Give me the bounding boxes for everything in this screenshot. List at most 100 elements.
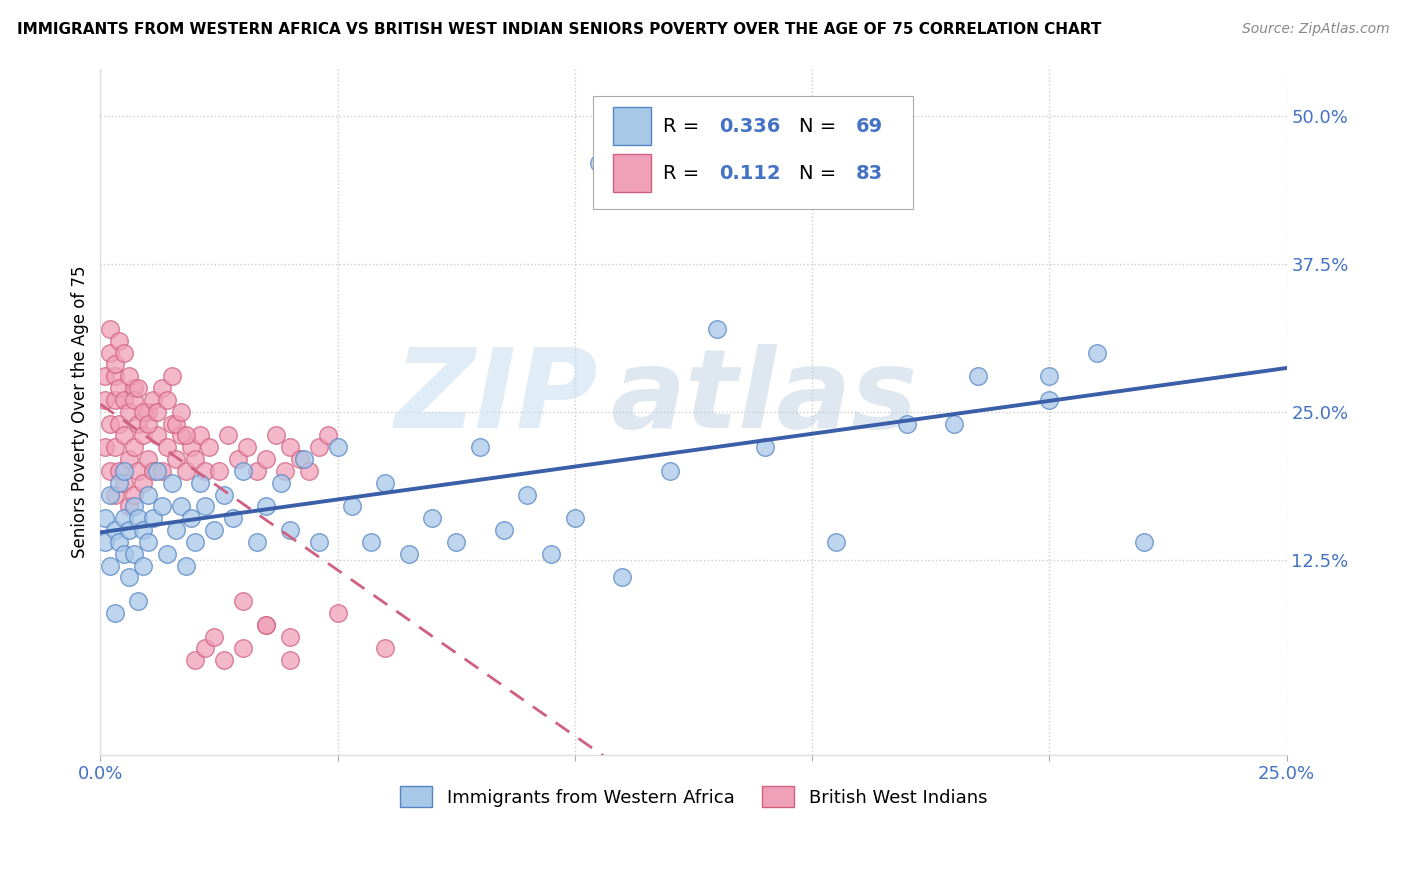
- Point: [122, 381, 145, 395]
- Point: [146, 428, 169, 442]
- Point: [254, 452, 277, 467]
- Point: [212, 487, 235, 501]
- Point: [132, 405, 155, 419]
- Text: 69: 69: [856, 117, 883, 136]
- Point: [174, 464, 197, 478]
- Point: [278, 630, 301, 644]
- Point: [468, 440, 491, 454]
- Point: [108, 534, 131, 549]
- Point: [122, 547, 145, 561]
- Point: [194, 641, 217, 656]
- Point: [98, 345, 121, 359]
- Point: [246, 534, 269, 549]
- Text: N =: N =: [799, 117, 842, 136]
- Legend: Immigrants from Western Africa, British West Indians: Immigrants from Western Africa, British …: [392, 780, 994, 814]
- Point: [170, 428, 193, 442]
- Point: [146, 464, 169, 478]
- Point: [270, 475, 292, 490]
- Point: [165, 523, 187, 537]
- Point: [103, 440, 125, 454]
- Point: [658, 464, 681, 478]
- Point: [232, 594, 254, 608]
- Point: [141, 511, 163, 525]
- Text: Source: ZipAtlas.com: Source: ZipAtlas.com: [1241, 22, 1389, 37]
- Point: [94, 440, 117, 454]
- Point: [1038, 369, 1060, 384]
- Point: [824, 534, 846, 549]
- Point: [112, 511, 135, 525]
- Point: [588, 156, 610, 170]
- Point: [132, 558, 155, 573]
- Point: [188, 475, 211, 490]
- Point: [967, 369, 990, 384]
- Point: [122, 440, 145, 454]
- Point: [1085, 345, 1108, 359]
- Point: [288, 452, 311, 467]
- Point: [118, 369, 141, 384]
- Point: [146, 405, 169, 419]
- Point: [212, 653, 235, 667]
- Point: [94, 534, 117, 549]
- Point: [170, 500, 193, 514]
- Point: [94, 392, 117, 407]
- Point: [98, 487, 121, 501]
- Text: N =: N =: [799, 163, 842, 183]
- Point: [136, 452, 159, 467]
- Point: [103, 369, 125, 384]
- Point: [103, 523, 125, 537]
- Point: [136, 487, 159, 501]
- Point: [156, 547, 179, 561]
- Point: [141, 464, 163, 478]
- Point: [118, 523, 141, 537]
- Point: [540, 547, 562, 561]
- Point: [98, 417, 121, 431]
- Point: [127, 381, 149, 395]
- Point: [298, 464, 321, 478]
- Point: [754, 440, 776, 454]
- Point: [226, 452, 249, 467]
- Point: [292, 452, 315, 467]
- Point: [118, 405, 141, 419]
- Point: [127, 511, 149, 525]
- Point: [118, 570, 141, 584]
- Point: [254, 617, 277, 632]
- Point: [492, 523, 515, 537]
- Point: [118, 500, 141, 514]
- Point: [596, 179, 619, 194]
- Point: [222, 511, 245, 525]
- Point: [132, 428, 155, 442]
- Text: 0.336: 0.336: [720, 117, 780, 136]
- Point: [308, 440, 330, 454]
- Point: [360, 534, 382, 549]
- Text: IMMIGRANTS FROM WESTERN AFRICA VS BRITISH WEST INDIAN SENIORS POVERTY OVER THE A: IMMIGRANTS FROM WESTERN AFRICA VS BRITIS…: [17, 22, 1101, 37]
- Text: R =: R =: [662, 117, 706, 136]
- Point: [422, 511, 444, 525]
- Point: [150, 381, 173, 395]
- Point: [232, 641, 254, 656]
- Point: [108, 464, 131, 478]
- Point: [112, 464, 135, 478]
- Point: [374, 475, 396, 490]
- Point: [516, 487, 538, 501]
- Point: [232, 464, 254, 478]
- Point: [706, 322, 728, 336]
- Point: [112, 345, 135, 359]
- Point: [112, 392, 135, 407]
- Point: [1038, 392, 1060, 407]
- Point: [202, 523, 225, 537]
- Point: [103, 392, 125, 407]
- Point: [103, 357, 125, 371]
- Text: 0.112: 0.112: [720, 163, 782, 183]
- Point: [108, 334, 131, 348]
- Point: [156, 440, 179, 454]
- Point: [94, 511, 117, 525]
- Point: [326, 440, 349, 454]
- Point: [174, 428, 197, 442]
- Point: [112, 475, 135, 490]
- Point: [254, 617, 277, 632]
- Point: [112, 428, 135, 442]
- Point: [236, 440, 259, 454]
- Point: [179, 511, 201, 525]
- Point: [141, 392, 163, 407]
- Point: [160, 369, 183, 384]
